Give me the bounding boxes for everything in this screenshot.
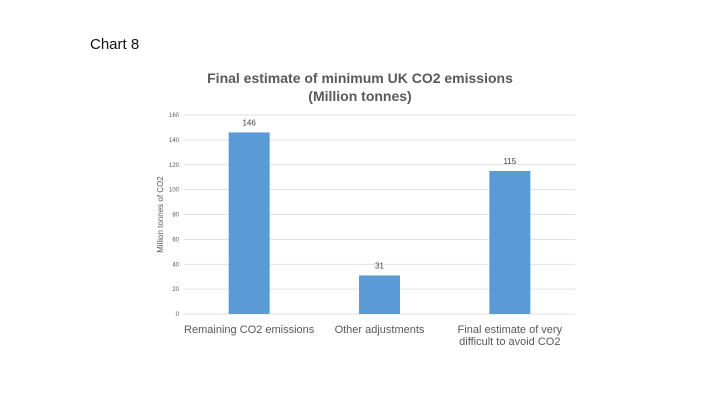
category-label: Remaining CO2 emissions (184, 324, 315, 336)
y-tick-label: 40 (172, 262, 179, 268)
data-label: 115 (503, 157, 516, 166)
chart-title: Final estimate of minimum UK CO2 emissio… (207, 70, 513, 86)
y-tick-label: 0 (176, 312, 180, 318)
data-label: 31 (375, 261, 384, 270)
y-tick-label: 120 (169, 163, 180, 169)
y-tick-label: 20 (172, 287, 179, 293)
y-tick-label: 140 (169, 138, 180, 144)
bar (359, 275, 400, 314)
y-tick-label: 80 (172, 213, 179, 219)
y-tick-label: 100 (169, 188, 180, 194)
category-label: Final estimate of very (458, 324, 563, 336)
bar (489, 170, 531, 314)
y-tick-label: 60 (172, 237, 179, 243)
category-label: Other adjustments (335, 324, 425, 336)
slide-label: Chart 8 (90, 36, 140, 53)
data-label: 146 (242, 118, 256, 127)
y-tick-label: 160 (169, 113, 180, 119)
y-axis-label: Million tonnes of CO2 (156, 176, 165, 253)
category-label: difficult to avoid CO2 (459, 336, 560, 348)
chart-subtitle: (Million tonnes) (308, 88, 412, 104)
bar (228, 132, 270, 314)
